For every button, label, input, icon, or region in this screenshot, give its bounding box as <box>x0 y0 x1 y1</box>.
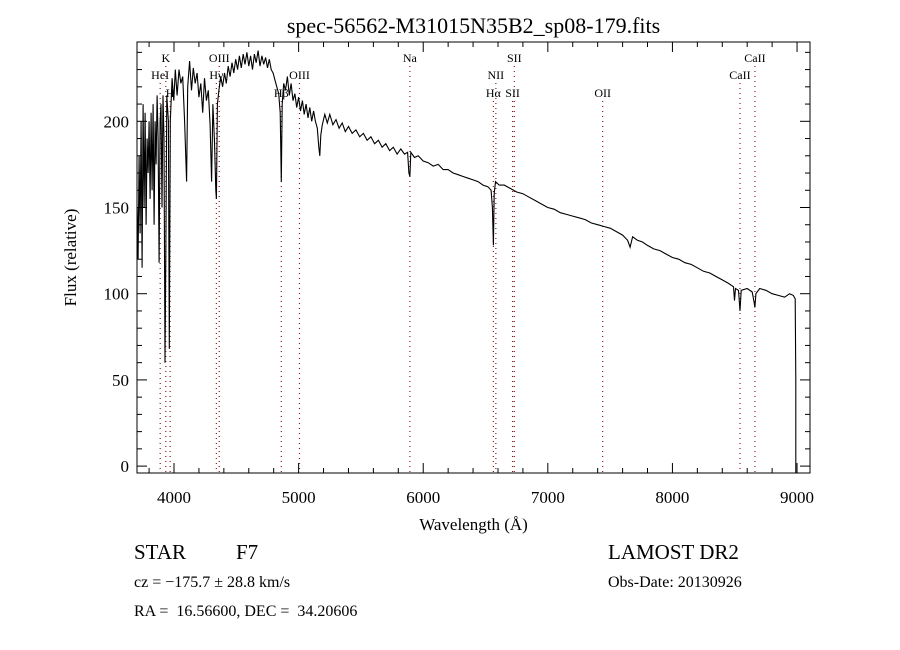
line-label: OIII <box>209 51 230 65</box>
x-tick-label: 5000 <box>282 488 316 507</box>
line-label: Na <box>403 51 418 65</box>
x-tick-label: 9000 <box>780 488 814 507</box>
x-tick-label: 8000 <box>655 488 689 507</box>
y-tick-label: 50 <box>112 371 129 390</box>
line-label: OIII <box>289 68 310 82</box>
line-label: NII <box>488 68 505 82</box>
object-class: STAR <box>134 540 186 564</box>
line-label: SII <box>505 86 520 100</box>
y-tick-label: 150 <box>104 199 130 218</box>
y-tick-label: 100 <box>104 285 130 304</box>
x-tick-label: 6000 <box>406 488 440 507</box>
y-tick-label: 200 <box>104 112 130 131</box>
line-label: H <box>166 86 175 100</box>
line-label: SII <box>507 51 522 65</box>
line-label: CaII <box>729 68 750 82</box>
line-label: Hβ <box>274 86 289 100</box>
x-tick-label: 7000 <box>531 488 565 507</box>
plot-frame <box>136 41 811 474</box>
survey-name: LAMOST DR2 <box>608 540 739 564</box>
line-label: HeI <box>151 68 169 82</box>
x-tick-label: 4000 <box>157 488 191 507</box>
obs-date: Obs-Date: 20130926 <box>608 574 742 591</box>
coordinates: RA = 16.56600, DEC = 34.20606 <box>134 603 358 620</box>
object-subclass: F7 <box>236 540 259 564</box>
line-label: OII <box>594 86 611 100</box>
chart-title: spec-56562-M31015N35B2_sp08-179.fits <box>287 13 660 38</box>
line-label: K <box>161 51 170 65</box>
redshift-text: cz = −175.7 ± 28.8 km/s <box>134 574 291 591</box>
y-axis-label: Flux (relative) <box>61 209 80 307</box>
y-tick-label: 0 <box>121 457 130 476</box>
line-label: CaII <box>744 51 765 65</box>
spectrum-line <box>137 50 797 473</box>
x-axis-label: Wavelength (Å) <box>419 515 528 534</box>
line-label: Hα <box>486 86 502 100</box>
